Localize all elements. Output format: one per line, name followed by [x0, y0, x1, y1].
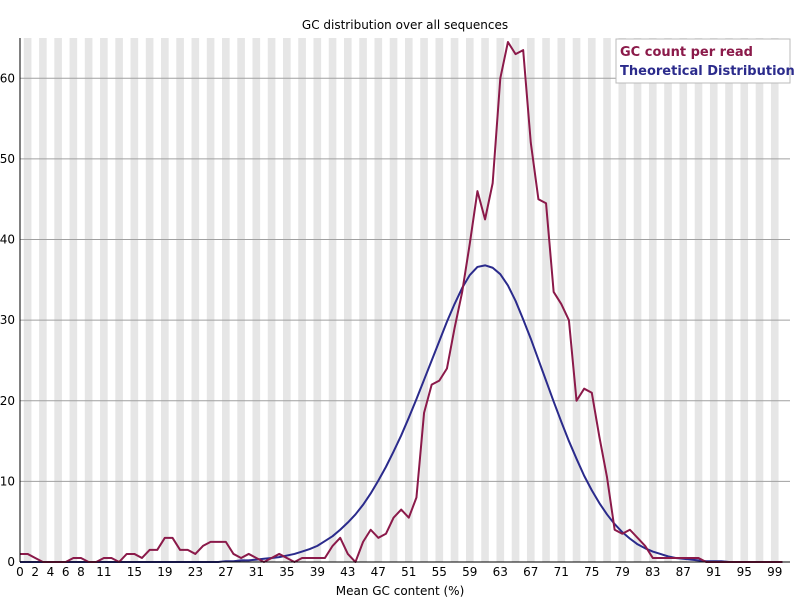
grid-band: [526, 38, 535, 562]
x-tick-label: 47: [371, 565, 386, 579]
grid-band: [709, 38, 718, 562]
chart-title: GC distribution over all sequences: [302, 18, 508, 32]
grid-band: [694, 38, 703, 562]
y-tick-label: 60: [0, 71, 15, 85]
y-tick-label: 20: [0, 394, 15, 408]
grid-band: [222, 38, 230, 562]
grid-band: [84, 38, 93, 562]
x-tick-label: 6: [62, 565, 70, 579]
legend-entry-theoretical: Theoretical Distribution: [620, 64, 795, 79]
x-axis-label: Mean GC content (%): [336, 584, 465, 598]
grid-band: [176, 38, 184, 562]
x-tick-label: 95: [737, 565, 752, 579]
grid-band: [465, 38, 474, 562]
x-tick-label: 39: [310, 565, 325, 579]
grid-band: [115, 38, 123, 562]
grid-band: [572, 38, 581, 562]
grid-band: [405, 38, 413, 562]
y-tick-label: 0: [7, 555, 15, 569]
grid-band: [633, 38, 642, 562]
grid-band: [206, 38, 215, 562]
x-tick-label: 79: [615, 565, 630, 579]
grid-band: [145, 38, 154, 562]
grid-band: [450, 38, 459, 562]
x-tick-label: 35: [279, 565, 294, 579]
grid-band: [542, 38, 550, 562]
grid-band: [161, 38, 169, 562]
grid-band: [39, 38, 47, 562]
grid-band: [755, 38, 764, 562]
grid-band: [603, 38, 611, 562]
series-line-gc-count: [20, 41, 783, 563]
x-tick-label: 59: [462, 565, 477, 579]
x-tick-label: 91: [706, 565, 721, 579]
grid-band: [344, 38, 352, 562]
x-axis-ticks: 0 2 4 6 8 11 15 19 23 27 31 35 39 43 47 51 55 59 63 67 71 75 7…: [16, 565, 782, 579]
x-tick-label: 8: [77, 565, 85, 579]
x-tick-label: 51: [401, 565, 416, 579]
grid-band: [23, 38, 32, 562]
grid-band: [54, 38, 62, 562]
grid-band: [420, 38, 428, 562]
x-tick-label: 4: [47, 565, 55, 579]
y-tick-label: 50: [0, 152, 15, 166]
x-tick-label: 99: [767, 565, 782, 579]
y-axis-ticks: 0 10 20 30 40 50 60: [0, 71, 15, 569]
x-tick-label: 11: [96, 565, 111, 579]
grid-band: [664, 38, 672, 562]
horizontal-gridlines: [20, 77, 790, 482]
x-tick-label: 23: [188, 565, 203, 579]
legend-entry-gc-count: GC count per read: [620, 45, 753, 60]
grid-band: [100, 38, 108, 562]
grid-band: [770, 38, 779, 562]
grid-band: [283, 38, 291, 562]
x-tick-label: 43: [340, 565, 355, 579]
x-tick-label: 67: [523, 565, 538, 579]
grid-band: [496, 38, 505, 562]
grid-band: [740, 38, 749, 562]
grid-band: [69, 38, 78, 562]
grid-band: [389, 38, 398, 562]
grid-band: [359, 38, 367, 562]
legend-box: [615, 38, 791, 84]
grid-band: [130, 38, 139, 562]
x-tick-label: 2: [31, 565, 39, 579]
x-tick-label: 55: [432, 565, 447, 579]
grid-band: [481, 38, 489, 562]
x-tick-label: 15: [127, 565, 142, 579]
x-tick-label: 75: [584, 565, 599, 579]
x-tick-label: 83: [645, 565, 660, 579]
grid-band: [191, 38, 200, 562]
y-tick-label: 40: [0, 233, 15, 247]
grid-band: [267, 38, 276, 562]
grid-band: [557, 38, 566, 562]
grid-band: [587, 38, 596, 562]
grid-band: [725, 38, 733, 562]
grid-band: [679, 38, 688, 562]
grid-band: [435, 38, 444, 562]
grid-band: [618, 38, 627, 562]
x-tick-label: 63: [493, 565, 508, 579]
x-tick-label: 27: [218, 565, 233, 579]
y-tick-label: 10: [0, 474, 15, 488]
grid-band: [298, 38, 306, 562]
grid-band: [313, 38, 322, 562]
x-tick-label: 0: [16, 565, 24, 579]
grid-band: [328, 38, 337, 562]
legend: GC count per read Theoretical Distributi…: [615, 38, 795, 84]
x-tick-label: 71: [554, 565, 569, 579]
y-tick-label: 30: [0, 313, 15, 327]
x-tick-label: 31: [249, 565, 264, 579]
grid-band: [237, 38, 245, 562]
axes: [19, 38, 790, 563]
x-tick-label: 19: [157, 565, 172, 579]
grid-band: [252, 38, 261, 562]
grid-band: [648, 38, 657, 562]
x-tick-label: 87: [676, 565, 691, 579]
grid-band: [374, 38, 383, 562]
